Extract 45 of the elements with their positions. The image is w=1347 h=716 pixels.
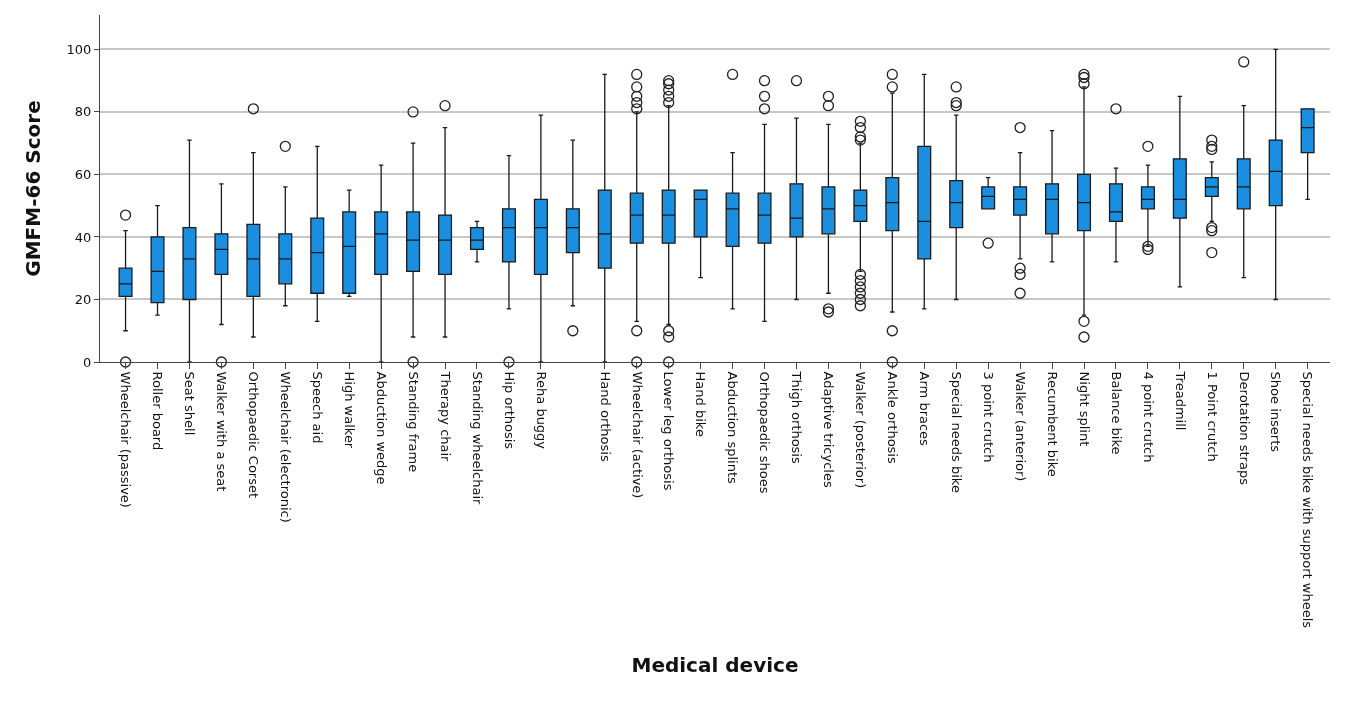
x-tick-label: Reha buggy	[533, 371, 549, 450]
y-axis-title: GMFM-66 Score	[21, 100, 46, 277]
x-tick-label: 3 point crutch	[980, 371, 996, 463]
x-axis-title: Medical device	[631, 652, 799, 677]
x-tick-label: Walker (posterior)	[853, 371, 869, 489]
x-tick-label: Treadmill	[1172, 370, 1188, 431]
x-tick-label: Wheelchair (passive)	[118, 371, 134, 508]
y-tick-label: 40	[74, 229, 92, 245]
x-tick-label: Balance bike	[1108, 371, 1124, 455]
y-tick-label: 60	[74, 166, 92, 182]
x-tick-label: Therapy chair	[437, 370, 453, 463]
x-tick-label: Walker with a seat	[214, 371, 230, 492]
y-tick-label: 100	[66, 41, 92, 57]
x-tick-label: Thigh orthosis	[789, 370, 805, 464]
x-tick-label: Wheelchair (electronic)	[278, 371, 294, 523]
x-tick-label: Abduction splints	[725, 371, 741, 484]
y-tick-label: 20	[74, 292, 92, 308]
x-tick-label: Abduction wedge	[373, 371, 389, 485]
y-tick-label: 80	[74, 104, 92, 120]
x-tick-label: High walker	[341, 371, 357, 449]
x-tick-label: Seat shell	[182, 371, 198, 436]
x-tick-label: Hand orthosis	[597, 371, 613, 462]
x-tick-label: Arm braces	[917, 371, 933, 447]
x-tick-label: Night splint	[1076, 371, 1092, 447]
x-tick-label: Hand bike	[693, 371, 709, 437]
x-tick-label: Recumbent bike	[1044, 371, 1060, 477]
x-tick-label: Lower leg orthosis	[661, 371, 677, 491]
x-tick-label: 1 Point crutch	[1204, 371, 1220, 462]
x-tick-label: 4 point crutch	[1140, 371, 1156, 463]
x-tick-label: Hip orthosis	[501, 371, 517, 450]
x-tick-label: Derotation straps	[1236, 371, 1252, 486]
x-tick-label: Walker (anterior)	[1012, 371, 1028, 482]
x-tick-label: Speech aid	[310, 371, 326, 444]
x-tick-label: Orthopaedic shoes	[757, 371, 773, 494]
x-tick-label: Standing wheelchair	[469, 371, 485, 506]
x-tick-label: Adaptive tricycles	[821, 371, 837, 488]
x-tick-label: Standing frame	[405, 371, 421, 473]
x-tick-label: Shoe inserts	[1268, 371, 1284, 453]
y-tick-label: 0	[83, 354, 92, 370]
x-tick-label: Wheelchair (active)	[629, 371, 645, 499]
x-tick-label: Roller board	[150, 371, 166, 451]
x-tick-label: Ankle orthosis	[885, 371, 901, 464]
x-tick-label: Special needs bike with support wheels	[1300, 371, 1316, 629]
x-tick-label: Orthopaedic Corset	[246, 371, 262, 499]
x-tick-label: Special needs bike	[948, 371, 964, 493]
